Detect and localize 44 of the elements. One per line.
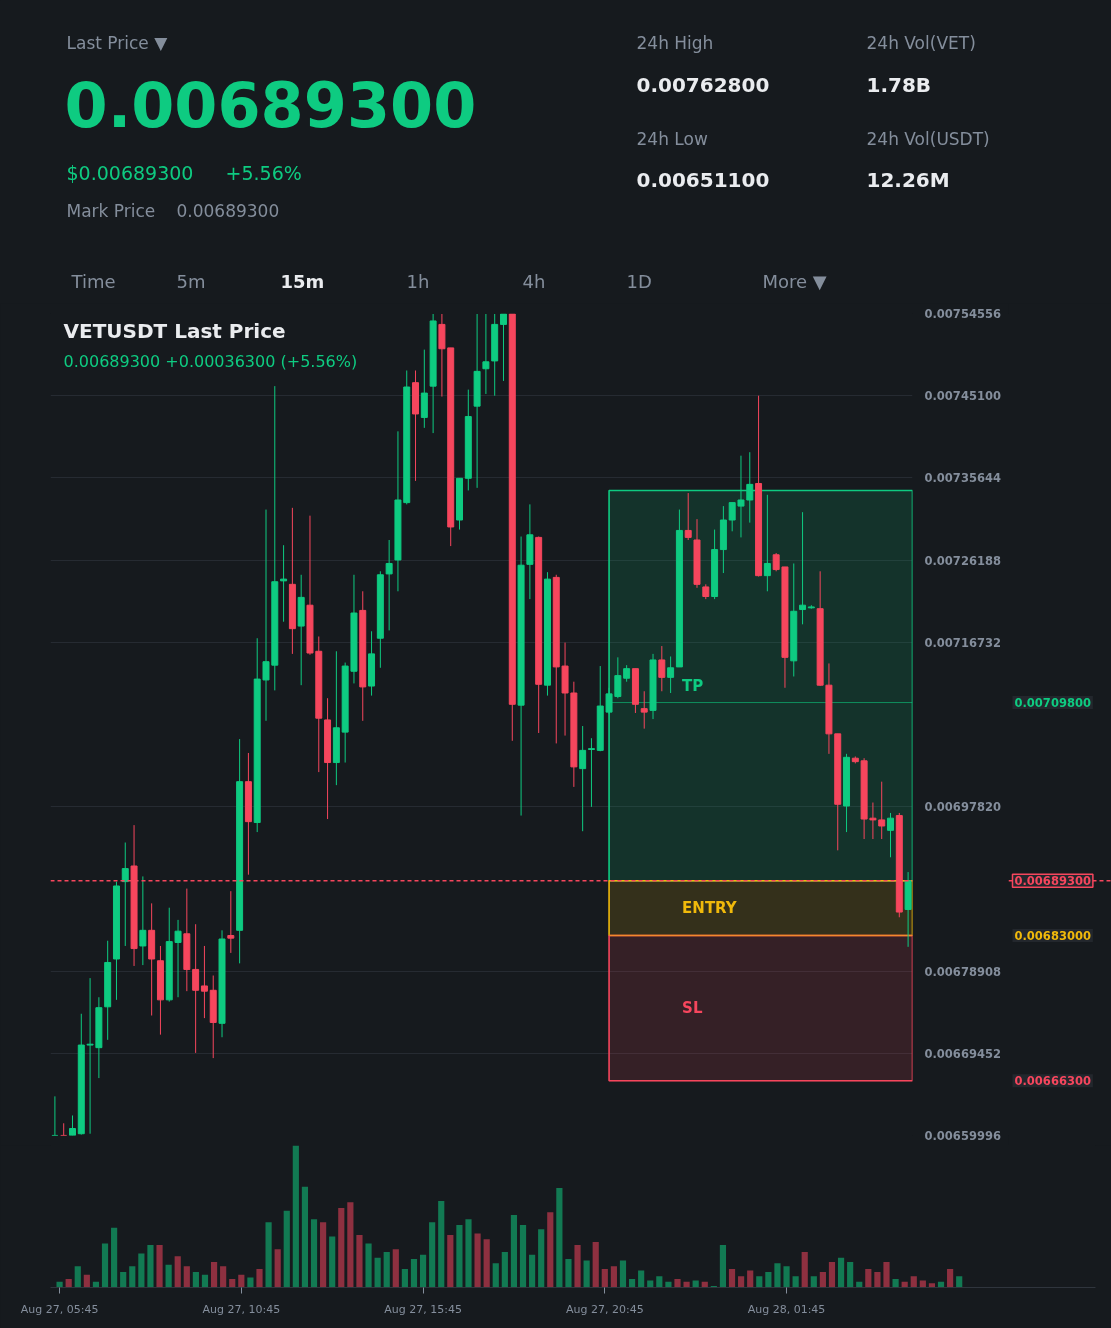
text: 1.78B: [866, 72, 932, 97]
y-tick-label: 0.00735644: [924, 471, 1001, 486]
text: 24h Vol(VET): [866, 32, 976, 53]
text: 0.00689300 +0.00036300 (+5.56%): [63, 352, 358, 371]
text: $0.00689300: [66, 161, 194, 184]
text: Time: [70, 271, 116, 292]
ref-line-label: 0.00666300: [1014, 1074, 1091, 1089]
text: 0.00651100: [636, 167, 770, 192]
ref-line-label: 0.00689300: [1014, 874, 1091, 889]
text: 4h: [522, 271, 546, 292]
text: 24h High: [636, 32, 714, 53]
y-tick-label: 0.00669452: [924, 1046, 1001, 1061]
band-label: SL: [682, 999, 703, 1018]
text: 12.26M: [866, 167, 950, 192]
text: 24h Low: [636, 128, 708, 149]
text: 5m: [176, 271, 206, 292]
text: 15m: [280, 271, 325, 292]
ref-line-label: 0.00709800: [1014, 696, 1091, 711]
chart-title: VETUSDT Last Price: [63, 318, 286, 343]
ref-line-label: 0.00683000: [1014, 929, 1091, 944]
band-label: ENTRY: [682, 899, 738, 918]
y-tick-label: 0.00659996: [924, 1129, 1001, 1143]
text: 1h: [406, 271, 430, 292]
x-tick-label: Aug 27, 20:45: [565, 1302, 644, 1316]
text: 24h Vol(USDT): [866, 128, 990, 149]
text: 0.00762800: [636, 72, 770, 97]
text: +5.56%: [225, 161, 302, 184]
text: 1D: [626, 271, 652, 292]
text: Mark Price: [66, 200, 156, 221]
text: 0.00689300: [176, 201, 280, 221]
y-tick-label: 0.00697820: [924, 800, 1001, 815]
x-tick-label: Aug 27, 05:45: [20, 1302, 99, 1316]
x-tick-label: Aug 27, 15:45: [384, 1302, 462, 1316]
y-tick-label: 0.00754556: [924, 307, 1001, 321]
y-tick-label: 0.00716732: [924, 635, 1001, 650]
x-tick-label: Aug 27, 10:45: [202, 1302, 281, 1316]
text: More ▼: [762, 271, 827, 292]
y-tick-label: 0.00678908: [924, 964, 1001, 979]
text: 0.00689300: [64, 68, 477, 142]
y-tick-label: 0.00726188: [924, 553, 1001, 568]
band-label: TP: [682, 676, 704, 695]
text: Last Price ▼: [66, 32, 169, 53]
y-tick-label: 0.00745100: [924, 389, 1001, 404]
x-tick-label: Aug 28, 01:45: [747, 1302, 826, 1316]
